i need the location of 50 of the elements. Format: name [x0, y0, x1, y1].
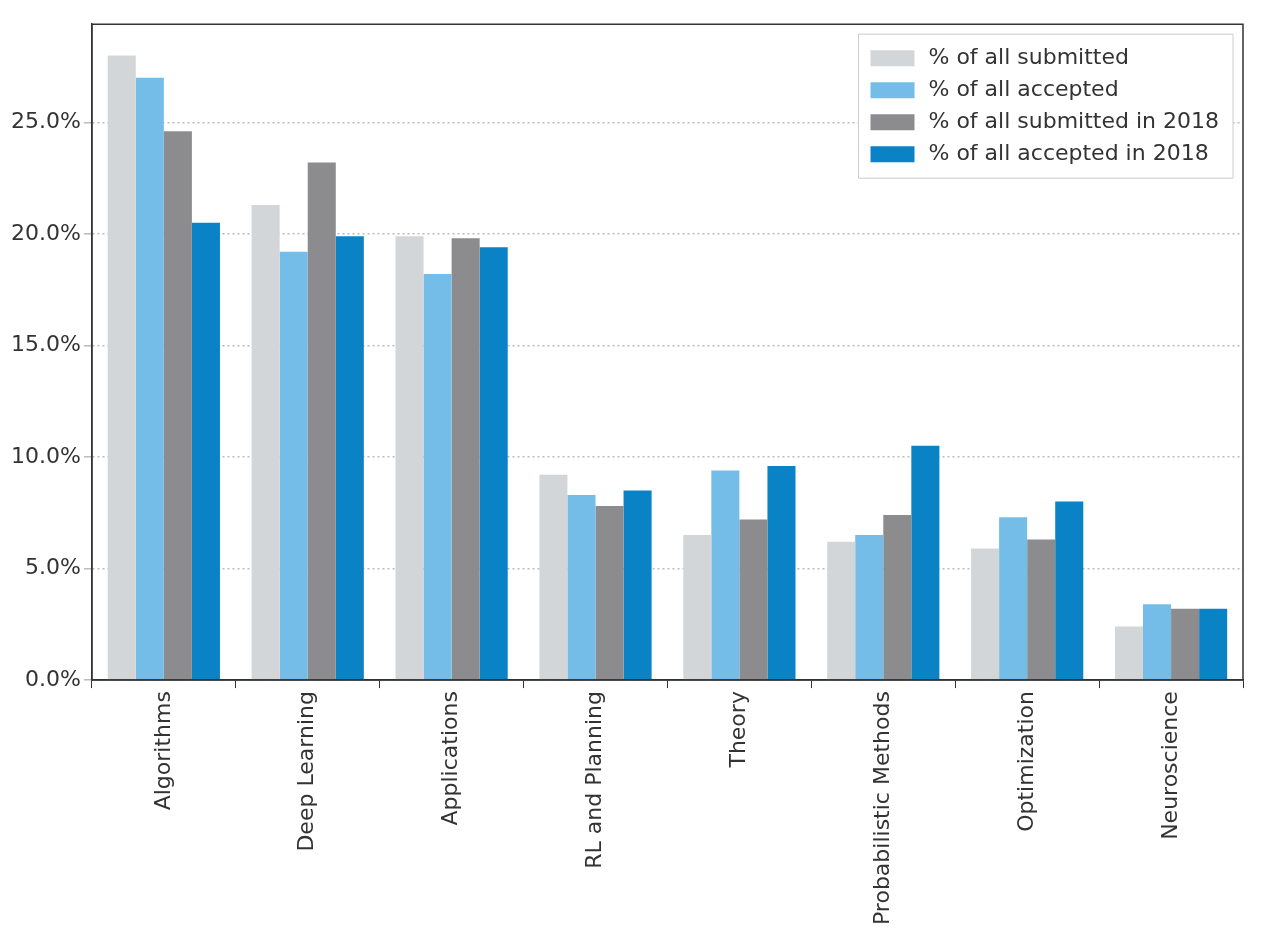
legend-label: % of all submitted — [928, 43, 1129, 69]
bar — [335, 236, 364, 680]
bar — [1055, 501, 1084, 680]
x-tick-label: Deep Learning — [293, 691, 319, 852]
x-tick-label: RL and Planning — [581, 691, 607, 869]
bar — [451, 238, 480, 680]
bar — [911, 445, 940, 680]
legend-label: % of all submitted in 2018 — [928, 107, 1220, 133]
bar — [307, 162, 336, 680]
bar — [191, 222, 220, 680]
bar — [1143, 604, 1172, 680]
bar — [1114, 626, 1143, 680]
bar — [107, 55, 136, 680]
bar — [711, 470, 740, 680]
bar — [251, 204, 280, 680]
bar — [395, 236, 424, 680]
y-tick-label: 20.0% — [11, 219, 81, 245]
y-tick-label: 10.0% — [11, 442, 81, 468]
bar — [739, 519, 768, 680]
bar — [595, 506, 624, 680]
legend-label: % of all accepted in 2018 — [928, 139, 1209, 165]
x-tick-label: Theory — [725, 691, 751, 769]
bar — [1027, 539, 1056, 680]
bar — [163, 131, 192, 680]
bar — [971, 548, 1000, 680]
bar — [1171, 608, 1200, 680]
y-tick-label: 15.0% — [11, 331, 81, 357]
legend-label: % of all accepted — [928, 75, 1119, 101]
bar — [567, 494, 596, 680]
bar — [135, 77, 164, 680]
bar — [683, 535, 712, 680]
x-tick-label: Probabilistic Methods — [869, 691, 894, 926]
bar — [767, 465, 796, 680]
bar — [423, 274, 452, 680]
bar — [279, 251, 308, 680]
bar — [827, 541, 856, 680]
bar — [623, 490, 652, 680]
bar — [855, 535, 884, 680]
bar — [883, 515, 912, 680]
y-tick-label: 25.0% — [11, 108, 81, 134]
x-tick-label: Neuroscience — [1156, 691, 1182, 840]
bar — [479, 247, 508, 680]
y-tick-label: 5.0% — [24, 554, 81, 580]
bar — [1199, 608, 1228, 680]
bar — [999, 517, 1028, 680]
x-tick-label: Optimization — [1012, 691, 1038, 832]
bar — [539, 474, 568, 680]
x-tick-label: Applications — [437, 691, 463, 826]
y-tick-label: 0.0% — [24, 665, 81, 691]
x-tick-label: Algorithms — [149, 691, 175, 811]
